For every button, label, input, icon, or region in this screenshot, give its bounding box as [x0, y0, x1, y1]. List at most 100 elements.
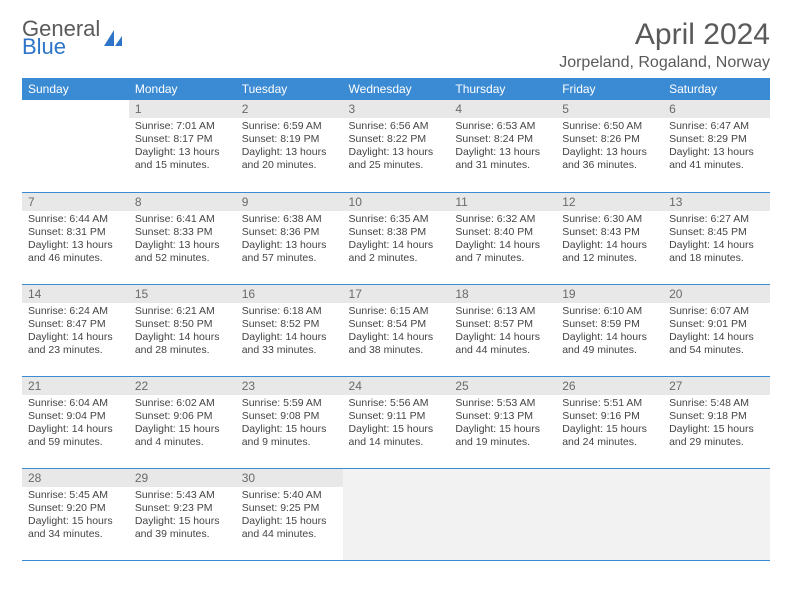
weekday-header: Thursday [449, 78, 556, 100]
calendar-cell: 30Sunrise: 5:40 AMSunset: 9:25 PMDayligh… [236, 468, 343, 560]
day-number: 1 [129, 100, 236, 118]
calendar-cell: 9Sunrise: 6:38 AMSunset: 8:36 PMDaylight… [236, 192, 343, 284]
day-details: Sunrise: 6:47 AMSunset: 8:29 PMDaylight:… [663, 118, 770, 177]
weekday-header: Monday [129, 78, 236, 100]
day-number: 7 [22, 193, 129, 211]
calendar-cell: 25Sunrise: 5:53 AMSunset: 9:13 PMDayligh… [449, 376, 556, 468]
weekday-header: Saturday [663, 78, 770, 100]
calendar-cell: 17Sunrise: 6:15 AMSunset: 8:54 PMDayligh… [343, 284, 450, 376]
calendar-cell: 10Sunrise: 6:35 AMSunset: 8:38 PMDayligh… [343, 192, 450, 284]
calendar-cell: 14Sunrise: 6:24 AMSunset: 8:47 PMDayligh… [22, 284, 129, 376]
day-details: Sunrise: 6:02 AMSunset: 9:06 PMDaylight:… [129, 395, 236, 454]
calendar-cell: 23Sunrise: 5:59 AMSunset: 9:08 PMDayligh… [236, 376, 343, 468]
calendar-cell: 11Sunrise: 6:32 AMSunset: 8:40 PMDayligh… [449, 192, 556, 284]
day-details: Sunrise: 6:41 AMSunset: 8:33 PMDaylight:… [129, 211, 236, 270]
calendar-cell: 21Sunrise: 6:04 AMSunset: 9:04 PMDayligh… [22, 376, 129, 468]
calendar-cell [343, 468, 450, 560]
day-number: 9 [236, 193, 343, 211]
calendar-cell: 13Sunrise: 6:27 AMSunset: 8:45 PMDayligh… [663, 192, 770, 284]
calendar-cell: 16Sunrise: 6:18 AMSunset: 8:52 PMDayligh… [236, 284, 343, 376]
day-number: 10 [343, 193, 450, 211]
calendar-cell [22, 100, 129, 192]
day-number: 20 [663, 285, 770, 303]
calendar-cell: 2Sunrise: 6:59 AMSunset: 8:19 PMDaylight… [236, 100, 343, 192]
calendar-cell: 27Sunrise: 5:48 AMSunset: 9:18 PMDayligh… [663, 376, 770, 468]
day-number: 19 [556, 285, 663, 303]
weekday-header: Sunday [22, 78, 129, 100]
day-number: 30 [236, 469, 343, 487]
calendar-cell: 6Sunrise: 6:47 AMSunset: 8:29 PMDaylight… [663, 100, 770, 192]
day-details: Sunrise: 6:38 AMSunset: 8:36 PMDaylight:… [236, 211, 343, 270]
calendar-cell: 26Sunrise: 5:51 AMSunset: 9:16 PMDayligh… [556, 376, 663, 468]
day-number: 11 [449, 193, 556, 211]
day-number: 25 [449, 377, 556, 395]
day-details: Sunrise: 6:18 AMSunset: 8:52 PMDaylight:… [236, 303, 343, 362]
day-details: Sunrise: 6:59 AMSunset: 8:19 PMDaylight:… [236, 118, 343, 177]
day-details: Sunrise: 6:07 AMSunset: 9:01 PMDaylight:… [663, 303, 770, 362]
day-details: Sunrise: 6:44 AMSunset: 8:31 PMDaylight:… [22, 211, 129, 270]
day-number: 28 [22, 469, 129, 487]
day-number: 26 [556, 377, 663, 395]
month-title: April 2024 [559, 18, 770, 52]
day-number: 2 [236, 100, 343, 118]
day-details: Sunrise: 5:59 AMSunset: 9:08 PMDaylight:… [236, 395, 343, 454]
calendar-cell: 5Sunrise: 6:50 AMSunset: 8:26 PMDaylight… [556, 100, 663, 192]
day-details: Sunrise: 6:27 AMSunset: 8:45 PMDaylight:… [663, 211, 770, 270]
day-number: 4 [449, 100, 556, 118]
day-number: 12 [556, 193, 663, 211]
day-details: Sunrise: 5:56 AMSunset: 9:11 PMDaylight:… [343, 395, 450, 454]
day-details: Sunrise: 6:04 AMSunset: 9:04 PMDaylight:… [22, 395, 129, 454]
calendar-cell: 18Sunrise: 6:13 AMSunset: 8:57 PMDayligh… [449, 284, 556, 376]
calendar-cell [556, 468, 663, 560]
sail-icon [102, 28, 124, 48]
day-details: Sunrise: 7:01 AMSunset: 8:17 PMDaylight:… [129, 118, 236, 177]
day-number: 21 [22, 377, 129, 395]
calendar-cell: 29Sunrise: 5:43 AMSunset: 9:23 PMDayligh… [129, 468, 236, 560]
calendar-cell [449, 468, 556, 560]
day-details: Sunrise: 6:13 AMSunset: 8:57 PMDaylight:… [449, 303, 556, 362]
day-number: 17 [343, 285, 450, 303]
day-number: 18 [449, 285, 556, 303]
day-number: 24 [343, 377, 450, 395]
day-details: Sunrise: 5:45 AMSunset: 9:20 PMDaylight:… [22, 487, 129, 546]
calendar-cell: 4Sunrise: 6:53 AMSunset: 8:24 PMDaylight… [449, 100, 556, 192]
day-number: 22 [129, 377, 236, 395]
day-details: Sunrise: 5:48 AMSunset: 9:18 PMDaylight:… [663, 395, 770, 454]
brand-logo: General Blue [22, 18, 124, 58]
day-details: Sunrise: 6:15 AMSunset: 8:54 PMDaylight:… [343, 303, 450, 362]
calendar-cell: 12Sunrise: 6:30 AMSunset: 8:43 PMDayligh… [556, 192, 663, 284]
day-number: 6 [663, 100, 770, 118]
calendar-table: SundayMondayTuesdayWednesdayThursdayFrid… [22, 78, 770, 561]
day-number: 14 [22, 285, 129, 303]
calendar-cell: 3Sunrise: 6:56 AMSunset: 8:22 PMDaylight… [343, 100, 450, 192]
day-details: Sunrise: 6:53 AMSunset: 8:24 PMDaylight:… [449, 118, 556, 177]
day-number: 15 [129, 285, 236, 303]
day-details: Sunrise: 6:50 AMSunset: 8:26 PMDaylight:… [556, 118, 663, 177]
weekday-header: Tuesday [236, 78, 343, 100]
day-number: 27 [663, 377, 770, 395]
day-details: Sunrise: 6:10 AMSunset: 8:59 PMDaylight:… [556, 303, 663, 362]
day-details: Sunrise: 6:56 AMSunset: 8:22 PMDaylight:… [343, 118, 450, 177]
calendar-cell: 20Sunrise: 6:07 AMSunset: 9:01 PMDayligh… [663, 284, 770, 376]
calendar-cell: 15Sunrise: 6:21 AMSunset: 8:50 PMDayligh… [129, 284, 236, 376]
day-number: 23 [236, 377, 343, 395]
day-details: Sunrise: 6:35 AMSunset: 8:38 PMDaylight:… [343, 211, 450, 270]
day-number: 29 [129, 469, 236, 487]
calendar-cell: 28Sunrise: 5:45 AMSunset: 9:20 PMDayligh… [22, 468, 129, 560]
calendar-cell: 8Sunrise: 6:41 AMSunset: 8:33 PMDaylight… [129, 192, 236, 284]
calendar-cell: 22Sunrise: 6:02 AMSunset: 9:06 PMDayligh… [129, 376, 236, 468]
calendar-cell: 7Sunrise: 6:44 AMSunset: 8:31 PMDaylight… [22, 192, 129, 284]
day-details: Sunrise: 5:51 AMSunset: 9:16 PMDaylight:… [556, 395, 663, 454]
day-number: 13 [663, 193, 770, 211]
day-details: Sunrise: 5:43 AMSunset: 9:23 PMDaylight:… [129, 487, 236, 546]
day-number: 16 [236, 285, 343, 303]
weekday-header: Friday [556, 78, 663, 100]
day-number: 3 [343, 100, 450, 118]
day-details: Sunrise: 5:53 AMSunset: 9:13 PMDaylight:… [449, 395, 556, 454]
day-number: 5 [556, 100, 663, 118]
day-details: Sunrise: 5:40 AMSunset: 9:25 PMDaylight:… [236, 487, 343, 546]
location-text: Jorpeland, Rogaland, Norway [559, 54, 770, 72]
day-number: 8 [129, 193, 236, 211]
calendar-cell: 1Sunrise: 7:01 AMSunset: 8:17 PMDaylight… [129, 100, 236, 192]
calendar-cell: 19Sunrise: 6:10 AMSunset: 8:59 PMDayligh… [556, 284, 663, 376]
